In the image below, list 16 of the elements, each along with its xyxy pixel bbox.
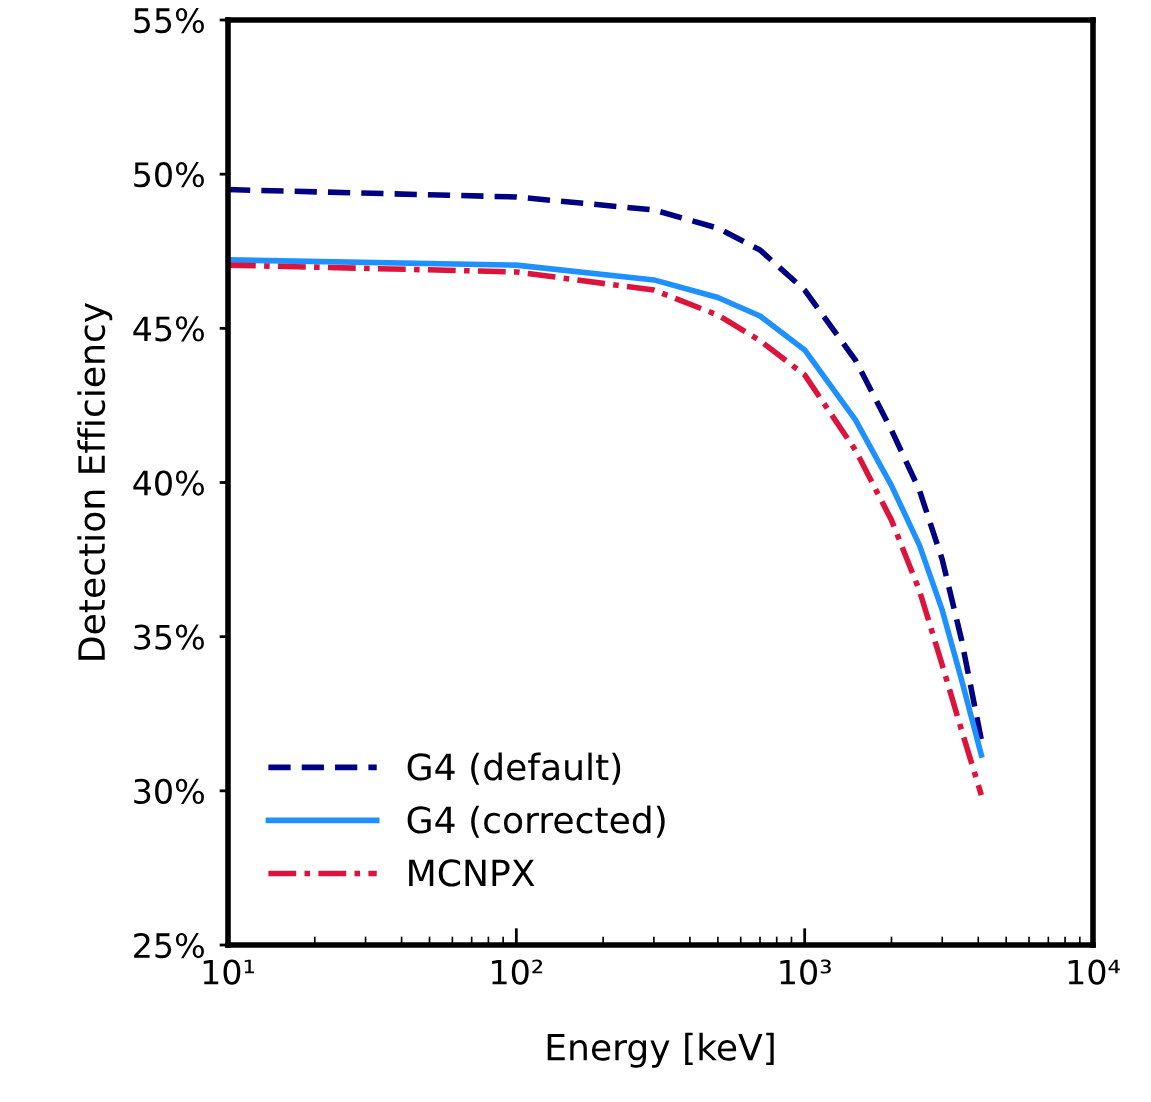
y-axis-title: Detection Efficiency bbox=[77, 302, 113, 660]
x-tick-label: 10² bbox=[492, 959, 543, 985]
x-tick-label: 10³ bbox=[780, 959, 831, 985]
y-tick-label: 35% bbox=[134, 624, 204, 650]
x-tick-label: 10¹ bbox=[203, 959, 255, 985]
y-tick-label: 40% bbox=[133, 470, 204, 496]
x-tick-label: 10⁴ bbox=[1068, 959, 1120, 985]
x-axis-title: Energy [keV] bbox=[547, 1032, 774, 1068]
y-tick-label: 55% bbox=[134, 7, 204, 34]
y-tick-label: 45% bbox=[133, 316, 204, 342]
legend-label: G4 (corrected) bbox=[407, 805, 665, 838]
y-tick-label: 50% bbox=[134, 162, 204, 188]
y-tick-label: 30% bbox=[134, 778, 204, 804]
legend-label: MCNPX bbox=[409, 859, 535, 887]
y-tick-label: 25% bbox=[134, 932, 204, 959]
legend-label: G4 (default) bbox=[407, 752, 621, 785]
